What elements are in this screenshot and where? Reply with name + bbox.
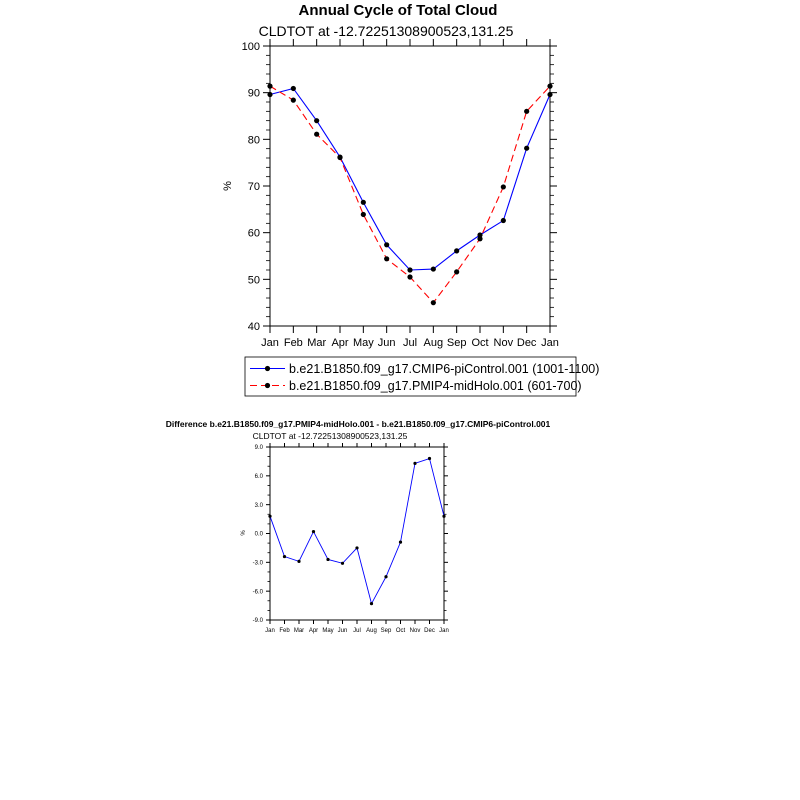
diff-series-1-point — [268, 514, 272, 518]
main-series-2-point — [454, 269, 460, 275]
main-x-tick-label: May — [353, 337, 374, 349]
diff-y-tick-label: 6.0 — [255, 474, 264, 480]
diff-y-tick-label: 0.0 — [255, 532, 264, 538]
main-x-tick-label: Sep — [447, 337, 467, 349]
main-chart-subtitle: CLDTOT at -12.72251308900523,131.25 — [259, 23, 514, 39]
main-y-tick-label: 50 — [248, 274, 260, 286]
main-series-1-point — [290, 85, 296, 92]
main-x-tick-label: Feb — [284, 337, 303, 349]
main-series-2-point — [384, 256, 390, 262]
main-series-2-point — [290, 97, 296, 103]
legend-label-series-2: b.e21.B1850.f09_g17.PMIP4-midHolo.001 (6… — [289, 379, 582, 393]
main-series-1-point — [407, 267, 413, 273]
diff-x-tick-label: Jun — [338, 628, 348, 634]
main-series-2-point — [407, 274, 413, 280]
main-x-tick-label: Nov — [494, 337, 514, 349]
main-series-1-point — [524, 145, 530, 151]
legend-box — [244, 356, 577, 397]
main-series-1-point — [477, 232, 483, 238]
main-x-tick-label: Dec — [517, 337, 537, 349]
main-x-tick-label: Jul — [403, 337, 417, 349]
main-series-2-point — [337, 154, 343, 161]
diff-series-1-point — [427, 456, 432, 461]
legend-marker-series-2 — [264, 382, 271, 389]
diff-x-tick-label: Jul — [353, 628, 361, 634]
diff-series-1-point — [311, 529, 316, 534]
diff-x-tick-label: Oct — [396, 628, 406, 634]
main-x-tick-label: Jun — [378, 337, 396, 349]
main-x-tick-label: Jan — [261, 337, 279, 349]
main-series-1-point — [454, 248, 460, 254]
diff-series-1-point — [398, 540, 403, 544]
main-y-tick-label: 40 — [248, 321, 260, 333]
diff-x-tick-label: Jan — [439, 628, 449, 634]
diff-x-tick-label: Mar — [294, 628, 304, 634]
diff-series-1-point — [340, 561, 345, 565]
main-series-2-point — [430, 300, 436, 306]
diff-series-1-point — [326, 557, 330, 562]
diff-x-tick-label: May — [322, 628, 333, 634]
main-chart-title: Annual Cycle of Total Cloud — [299, 2, 498, 19]
main-plot-frame — [269, 45, 551, 327]
main-y-tick-label: 90 — [248, 88, 260, 100]
main-series-1-point — [430, 266, 436, 272]
main-plot-area: 40 50 60 70 80 90 100 Jan Feb Mar Apr May Jun Jul Aug S… — [242, 39, 559, 349]
main-series-1-point — [547, 91, 553, 98]
main-series-1-line — [269, 87, 551, 271]
diff-x-tick-label: Aug — [366, 628, 377, 634]
main-series-1-point — [500, 217, 506, 224]
main-y-tick-label: 80 — [248, 134, 260, 146]
main-legend: b.e21.B1850.f09_g17.CMIP6-piControl.001 … — [244, 356, 599, 397]
legend-label-series-1: b.e21.B1850.f09_g17.CMIP6-piControl.001 … — [289, 362, 599, 376]
main-y-tick-label: 70 — [248, 181, 260, 193]
diff-series-1-line — [269, 457, 445, 605]
diff-series-1-point — [442, 514, 446, 518]
diff-plot-area: -9.0 -6.0 -3.0 0.0 3.0 6.0 9.0 Jan Feb Mar Apr May J… — [253, 443, 449, 634]
main-x-tick-label: Jan — [541, 337, 559, 349]
main-series-1-point — [314, 118, 320, 124]
diff-plot-frame — [269, 446, 445, 621]
main-series-2-point — [547, 83, 553, 89]
diff-y-tick-label: -9.0 — [253, 618, 264, 624]
legend-marker-series-1 — [264, 365, 271, 372]
main-series-2-point — [314, 131, 320, 137]
main-series-1-point — [267, 91, 273, 98]
main-series-2-point — [477, 236, 483, 242]
diff-x-tick-label: Nov — [410, 628, 421, 634]
main-y-axis-label: % — [222, 181, 234, 191]
diff-series-1-point — [297, 559, 301, 563]
main-y-tick-label: 100 — [242, 41, 260, 53]
diff-y-tick-label: 3.0 — [255, 503, 264, 509]
diff-y-axis-label: % — [241, 530, 247, 536]
diff-series-1-point — [355, 546, 359, 550]
diff-chart-subtitle: CLDTOT at -12.72251308900523,131.25 — [253, 431, 408, 441]
diff-y-tick-label: -6.0 — [253, 589, 264, 595]
main-series-2-point — [360, 211, 366, 218]
main-x-tick-label: Aug — [424, 337, 444, 349]
diff-series-1-point — [369, 602, 374, 606]
main-series-1-point — [384, 242, 390, 248]
main-series-2-point — [524, 108, 530, 114]
diff-x-tick-label: Dec — [424, 628, 435, 634]
diff-y-tick-label: -3.0 — [253, 560, 264, 566]
main-series-1-point — [360, 199, 366, 205]
diff-x-tick-label: Feb — [279, 628, 290, 634]
diff-chart-title: Difference b.e21.B1850.f09_g17.PMIP4-mid… — [166, 419, 551, 429]
diff-x-tick-label: Apr — [309, 628, 318, 634]
diff-x-tick-label: Sep — [381, 628, 392, 634]
main-x-tick-label: Oct — [471, 337, 488, 349]
diff-series-1-point — [384, 575, 388, 579]
diff-series-1-point — [282, 554, 287, 559]
main-y-tick-label: 60 — [248, 228, 260, 240]
main-x-tick-label: Mar — [307, 337, 326, 349]
main-series-2-point — [500, 184, 506, 190]
main-series-2-point — [267, 83, 273, 89]
main-x-tick-label: Apr — [331, 337, 348, 349]
diff-y-tick-label: 9.0 — [255, 445, 264, 451]
diff-series-1-point — [413, 461, 417, 465]
diff-x-tick-label: Jan — [265, 628, 275, 634]
